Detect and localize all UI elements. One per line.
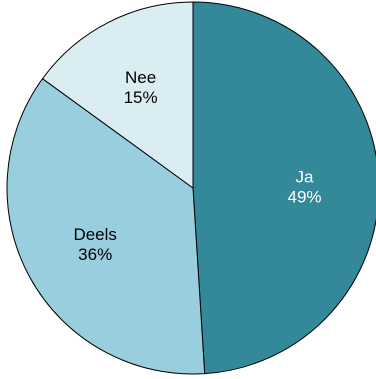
pie-slice-ja: [192, 1, 376, 375]
pie-slice-deels: [6, 77, 206, 375]
pie-percent-deels: 36%: [78, 245, 112, 264]
pie-label-ja: Ja: [296, 168, 315, 187]
pie-label-nee: Nee: [125, 68, 156, 87]
pie-slices: [6, 1, 376, 375]
pie-percent-nee: 15%: [124, 88, 158, 107]
pie-slice-nee: [41, 1, 194, 189]
pie-label-deels: Deels: [73, 225, 116, 244]
pie-percent-ja: 49%: [287, 188, 321, 207]
